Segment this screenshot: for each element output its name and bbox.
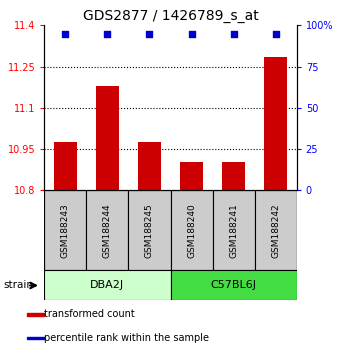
Point <box>105 31 110 36</box>
Point <box>231 31 236 36</box>
Point <box>273 31 278 36</box>
Bar <box>44 270 170 301</box>
Text: GSM188243: GSM188243 <box>61 203 70 258</box>
Bar <box>27 337 44 339</box>
Bar <box>212 190 255 270</box>
Text: C57BL6J: C57BL6J <box>211 280 256 291</box>
Text: GSM188242: GSM188242 <box>271 203 280 258</box>
Bar <box>86 190 129 270</box>
Point <box>147 31 152 36</box>
Bar <box>129 190 170 270</box>
Bar <box>44 190 86 270</box>
Bar <box>138 142 161 190</box>
Point <box>189 31 194 36</box>
Bar <box>264 57 287 190</box>
Text: GSM188245: GSM188245 <box>145 203 154 258</box>
Bar <box>54 142 77 190</box>
Text: percentile rank within the sample: percentile rank within the sample <box>44 333 209 343</box>
Bar <box>27 313 44 316</box>
Bar <box>170 270 297 301</box>
Point <box>63 31 68 36</box>
Text: GSM188244: GSM188244 <box>103 203 112 258</box>
Bar <box>222 161 245 190</box>
Bar <box>255 190 297 270</box>
Text: strain: strain <box>3 280 33 291</box>
Title: GDS2877 / 1426789_s_at: GDS2877 / 1426789_s_at <box>83 9 258 23</box>
Bar <box>170 190 212 270</box>
Bar <box>96 86 119 190</box>
Text: GSM188240: GSM188240 <box>187 203 196 258</box>
Text: GSM188241: GSM188241 <box>229 203 238 258</box>
Text: DBA2J: DBA2J <box>90 280 124 291</box>
Text: transformed count: transformed count <box>44 309 135 319</box>
Bar <box>180 161 203 190</box>
